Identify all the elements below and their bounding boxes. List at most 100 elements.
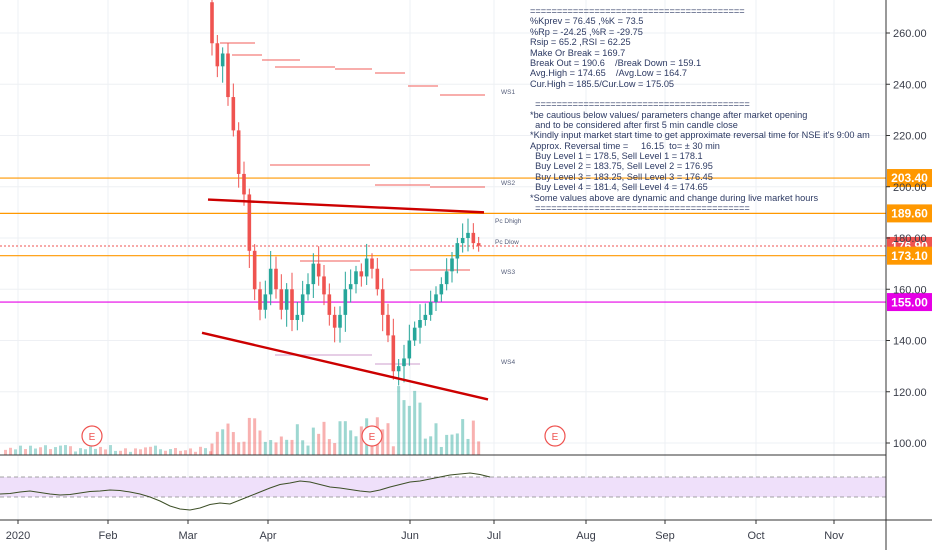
price-axis[interactable]: 203.40189.60176.90173.10155.00100.00120.… xyxy=(885,0,932,550)
volume-bar-early xyxy=(54,447,57,455)
candle-body-26 xyxy=(348,284,353,290)
candle-body-10 xyxy=(263,294,268,310)
volume-bar-36 xyxy=(402,400,406,455)
candle-body-11 xyxy=(268,268,273,295)
label-ws1: WS1 xyxy=(501,89,515,96)
volume-bar-early xyxy=(99,446,102,455)
candlesticks xyxy=(210,0,481,386)
volume-bar-1 xyxy=(215,431,219,455)
candle-body-5 xyxy=(236,130,241,174)
volume-bar-early xyxy=(134,448,137,455)
price-level-label-1: 189.60 xyxy=(891,207,928,221)
volume-bar-early xyxy=(89,446,92,455)
volume-bar-early xyxy=(39,447,42,455)
volume-bar-20 xyxy=(317,433,321,455)
rsi-line xyxy=(0,472,491,511)
candle-body-17 xyxy=(300,294,305,315)
rsi-pane xyxy=(0,454,886,511)
candle-body-46 xyxy=(455,243,460,259)
candle-body-41 xyxy=(428,302,433,315)
price-tick-label-4: 180.00 xyxy=(893,233,927,245)
volume-bar-22 xyxy=(327,439,331,455)
candle-body-47 xyxy=(460,238,465,244)
time-tick-label-9: Nov xyxy=(824,530,844,542)
candle-body-25 xyxy=(343,289,348,315)
volume-bar-19 xyxy=(311,427,315,455)
candle-body-27 xyxy=(354,271,358,285)
volume-bar-49 xyxy=(471,420,475,455)
price-tick-label-7: 240.00 xyxy=(893,79,927,91)
candle-body-14 xyxy=(284,289,289,310)
volume-bar-early xyxy=(189,448,192,455)
volume-bar-7 xyxy=(247,417,251,455)
volume-bar-21 xyxy=(322,421,326,455)
volume-bar-early xyxy=(29,445,32,455)
volume-bar-14 xyxy=(285,439,289,455)
volume-bar-early xyxy=(144,447,147,455)
volume-bar-early xyxy=(19,445,22,455)
volume-bar-42 xyxy=(434,423,438,455)
price-level-label-3: 173.10 xyxy=(891,249,928,263)
candle-body-28 xyxy=(359,271,364,277)
volume-bar-early xyxy=(114,450,117,455)
volume-bar-43 xyxy=(439,446,443,455)
candle-body-16 xyxy=(295,314,300,320)
volume-bar-early xyxy=(199,446,202,455)
candle-body-23 xyxy=(332,314,337,328)
resistance-trend-line xyxy=(207,198,485,214)
volume-bar-38 xyxy=(413,390,417,455)
time-tick-label-7: Sep xyxy=(655,530,675,542)
volume-bar-early xyxy=(119,450,122,455)
price-tick-label-0: 100.00 xyxy=(893,438,927,450)
volume-bar-48 xyxy=(466,438,470,455)
volume-bar-34 xyxy=(391,446,395,455)
candle-body-44 xyxy=(444,271,449,285)
chart-annotations: Pc Dhigh Pc Dlow WS1 WS2 WS3 WS4 E E E xyxy=(81,89,566,447)
volume-bar-early xyxy=(49,449,52,455)
candle-body-29 xyxy=(364,258,369,277)
volume-bar-11 xyxy=(269,440,273,455)
candle-body-45 xyxy=(450,258,454,272)
time-tick-label-8: Oct xyxy=(747,530,764,542)
candle-body-9 xyxy=(258,289,262,310)
price-level-lines xyxy=(0,177,886,303)
time-tick-label-1: Feb xyxy=(99,530,118,542)
volume-bar-early xyxy=(124,448,127,455)
candle-body-0 xyxy=(210,2,214,44)
candle-body-15 xyxy=(290,289,294,320)
earnings-marker-label-0: E xyxy=(89,432,96,443)
volume-bar-5 xyxy=(237,442,241,455)
volume-bar-39 xyxy=(418,402,422,455)
price-level-badge-3 xyxy=(887,246,932,265)
price-level-badge-0 xyxy=(887,169,932,188)
volume-bar-13 xyxy=(279,436,283,455)
volume-bar-46 xyxy=(455,433,459,455)
volume-bar-early xyxy=(164,450,167,455)
earnings-marker-1 xyxy=(361,425,383,447)
candle-body-50 xyxy=(476,243,481,246)
volume-bar-early xyxy=(169,449,172,455)
label-ws3: WS3 xyxy=(501,269,515,276)
candle-body-7 xyxy=(247,194,252,251)
time-axis[interactable]: 2020 Feb Mar Apr Jun Jul Aug Sep Oct Nov xyxy=(0,519,932,542)
volume-bar-early xyxy=(69,446,72,455)
volume-bar-early xyxy=(149,446,152,455)
volume-bar-10 xyxy=(263,441,267,455)
price-tick-label-8: 260.00 xyxy=(893,28,927,40)
volume-bar-early xyxy=(104,449,107,455)
candle-body-18 xyxy=(306,284,310,295)
volume-bar-23 xyxy=(333,443,337,455)
volume-bar-early xyxy=(34,448,37,455)
volume-bar-early xyxy=(9,447,12,455)
volume-bar-early xyxy=(64,445,67,455)
volume-bar-6 xyxy=(242,441,246,455)
volume-bars xyxy=(4,386,481,455)
time-tick-label-2: Mar xyxy=(179,530,198,542)
trend-lines[interactable] xyxy=(201,198,489,401)
volume-bar-45 xyxy=(450,434,454,455)
volume-bar-early xyxy=(44,445,47,455)
grid xyxy=(0,0,886,520)
time-tick-label-4: Jun xyxy=(401,530,419,542)
volume-bar-early xyxy=(24,449,27,455)
